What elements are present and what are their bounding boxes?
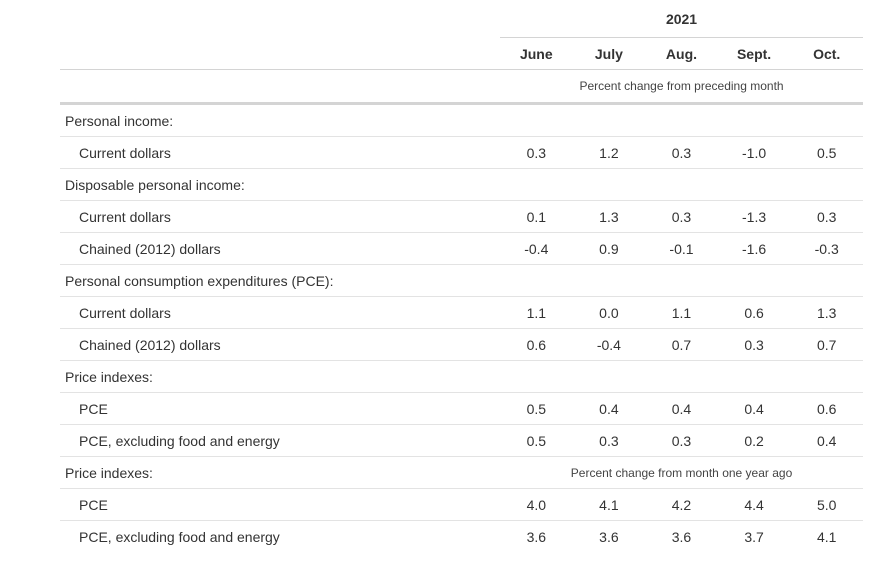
value-cell: 0.7 bbox=[790, 328, 864, 361]
year-header-row: 2021 bbox=[60, 0, 864, 38]
table-row: PCE 0.5 0.4 0.4 0.4 0.6 bbox=[60, 392, 864, 425]
value-cell: 0.1 bbox=[500, 200, 573, 233]
value-cell: 0.3 bbox=[572, 424, 646, 457]
row-label: Current dollars bbox=[60, 296, 500, 329]
value-cell: 0.4 bbox=[572, 392, 646, 425]
value-cell: 1.1 bbox=[645, 296, 718, 329]
month-header: Aug. bbox=[645, 37, 718, 70]
value-cell: 0.4 bbox=[645, 392, 718, 425]
value-cell: 0.5 bbox=[500, 424, 573, 457]
value-cell: 0.2 bbox=[717, 424, 791, 457]
value-cell: -1.0 bbox=[717, 136, 791, 169]
value-cell: 0.3 bbox=[717, 328, 791, 361]
value-cell: -0.4 bbox=[500, 232, 573, 265]
value-cell: 5.0 bbox=[790, 488, 864, 521]
row-label: Chained (2012) dollars bbox=[60, 328, 500, 361]
row-label: PCE bbox=[60, 488, 500, 521]
value-cell: 0.6 bbox=[500, 328, 573, 361]
row-label: Chained (2012) dollars bbox=[60, 232, 500, 265]
month-header: June bbox=[500, 37, 573, 70]
value-cell: 0.9 bbox=[572, 232, 646, 265]
section-row: Personal consumption expenditures (PCE): bbox=[60, 264, 864, 297]
section-row: Personal income: bbox=[60, 103, 864, 137]
value-cell: 0.3 bbox=[645, 200, 718, 233]
value-cell: 0.7 bbox=[645, 328, 718, 361]
monthly-change-note: Percent change from preceding month bbox=[500, 69, 864, 105]
month-header: Oct. bbox=[790, 37, 864, 70]
value-cell: 1.1 bbox=[500, 296, 573, 329]
section-label: Personal consumption expenditures (PCE): bbox=[60, 264, 500, 297]
value-cell: 4.0 bbox=[500, 488, 573, 521]
value-cell: 0.5 bbox=[500, 392, 573, 425]
value-cell: 3.6 bbox=[671, 528, 692, 545]
header-blank-cell bbox=[60, 37, 500, 70]
section-label: Disposable personal income: bbox=[60, 168, 500, 201]
value-cell: 1.2 bbox=[572, 136, 646, 169]
value-cell: 0.5 bbox=[790, 136, 864, 169]
month-header: July bbox=[572, 37, 646, 70]
personal-income-table: 2021 June July Aug. Sept. Oct. Percent c… bbox=[60, 0, 864, 553]
pce-table-container: 2021 June July Aug. Sept. Oct. Percent c… bbox=[60, 0, 864, 553]
value-cell: -1.3 bbox=[717, 200, 791, 233]
value-cell: -0.4 bbox=[572, 328, 646, 361]
section-label: Price indexes: bbox=[60, 456, 500, 489]
table-row: Chained (2012) dollars 0.6 -0.4 0.7 0.3 … bbox=[60, 328, 864, 361]
monthly-note-row: Percent change from preceding month bbox=[60, 69, 864, 105]
row-label: PCE, excluding food and energy bbox=[79, 528, 280, 545]
value-cell: 3.6 bbox=[599, 528, 619, 545]
value-cell: 0.3 bbox=[790, 200, 864, 233]
value-cell: 0.3 bbox=[645, 424, 718, 457]
row-label: Current dollars bbox=[60, 136, 500, 169]
table-row: Chained (2012) dollars -0.4 0.9 -0.1 -1.… bbox=[60, 232, 864, 265]
section-label: Personal income: bbox=[60, 103, 500, 137]
value-cell: -1.6 bbox=[717, 232, 791, 265]
table-row: Current dollars 1.1 0.0 1.1 0.6 1.3 bbox=[60, 296, 864, 329]
header-blank-cell bbox=[60, 0, 500, 38]
value-cell: -0.3 bbox=[790, 232, 864, 265]
year-header: 2021 bbox=[500, 0, 864, 38]
section-row: Disposable personal income: bbox=[60, 168, 864, 201]
value-cell: 0.4 bbox=[717, 392, 791, 425]
value-cell: 3.7 bbox=[744, 528, 764, 545]
value-cell: 4.1 bbox=[816, 528, 837, 545]
value-cell: 4.2 bbox=[645, 488, 718, 521]
value-cell: 0.6 bbox=[717, 296, 791, 329]
table-row: Current dollars 0.3 1.2 0.3 -1.0 0.5 bbox=[60, 136, 864, 169]
table-row: PCE, excluding food and energy 3.6 3.6 3… bbox=[60, 521, 863, 553]
month-header: Sept. bbox=[717, 37, 791, 70]
table-row: PCE, excluding food and energy 0.5 0.3 0… bbox=[60, 424, 864, 457]
yearly-change-note: Percent change from month one year ago bbox=[500, 456, 864, 489]
row-label: Current dollars bbox=[60, 200, 500, 233]
value-cell: 0.4 bbox=[790, 424, 864, 457]
section-row: Price indexes: Percent change from month… bbox=[60, 456, 864, 489]
table-row: Current dollars 0.1 1.3 0.3 -1.3 0.3 bbox=[60, 200, 864, 233]
row-label: PCE bbox=[60, 392, 500, 425]
table-row: PCE 4.0 4.1 4.2 4.4 5.0 bbox=[60, 488, 864, 521]
value-cell: 0.0 bbox=[572, 296, 646, 329]
value-cell: 0.3 bbox=[500, 136, 573, 169]
value-cell: 4.1 bbox=[572, 488, 646, 521]
section-row: Price indexes: bbox=[60, 360, 864, 393]
header-blank-cell bbox=[60, 69, 500, 105]
value-cell: 0.3 bbox=[645, 136, 718, 169]
value-cell: 4.4 bbox=[717, 488, 791, 521]
value-cell: 0.6 bbox=[790, 392, 864, 425]
value-cell: 1.3 bbox=[790, 296, 864, 329]
value-cell: -0.1 bbox=[645, 232, 718, 265]
month-header-row: June July Aug. Sept. Oct. bbox=[60, 37, 864, 70]
value-cell: 1.3 bbox=[572, 200, 646, 233]
section-label: Price indexes: bbox=[60, 360, 500, 393]
row-label: PCE, excluding food and energy bbox=[60, 424, 500, 457]
value-cell: 3.6 bbox=[526, 528, 547, 545]
